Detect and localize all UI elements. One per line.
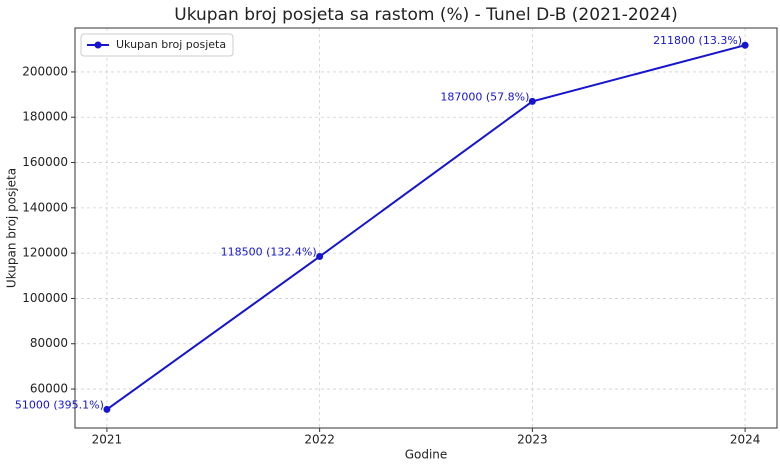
x-tick-label: 2021 <box>92 433 123 447</box>
point <box>528 97 536 105</box>
legend-box <box>80 33 234 57</box>
x-tick-label: 2022 <box>304 433 335 447</box>
point <box>103 405 111 413</box>
x-tick-label: 2024 <box>730 433 761 447</box>
y-tick-label: 60000 <box>30 382 68 396</box>
legend: Ukupan broj posjeta <box>80 33 234 57</box>
y-tick-label: 180000 <box>22 110 68 124</box>
data-label: 51000 (395.1%) <box>15 398 104 411</box>
x-tick-label: 2023 <box>517 433 548 447</box>
y-tick-label: 200000 <box>22 64 68 78</box>
point <box>316 253 324 261</box>
y-tick-label: 140000 <box>22 200 68 214</box>
y-axis-label: Ukupan broj posjeta <box>5 168 19 288</box>
x-axis-label: Godine <box>405 448 448 462</box>
y-tick-label: 120000 <box>22 246 68 260</box>
y-tick-label: 100000 <box>22 291 68 305</box>
line <box>106 44 746 411</box>
data-label: 187000 (57.8%) <box>440 90 529 103</box>
y-tick-label: 80000 <box>30 336 68 350</box>
legend-label: Ukupan broj posjeta <box>116 38 226 51</box>
data-label: 211800 (13.3%) <box>653 34 742 47</box>
point <box>741 41 749 49</box>
grid <box>75 28 777 428</box>
chart-title: Ukupan broj posjeta sa rastom (%) - Tune… <box>174 5 677 25</box>
data-label: 118500 (132.4%) <box>221 246 317 259</box>
y-tick-label: 160000 <box>22 155 68 169</box>
legend-marker <box>94 41 102 49</box>
plot-frame <box>74 27 778 429</box>
